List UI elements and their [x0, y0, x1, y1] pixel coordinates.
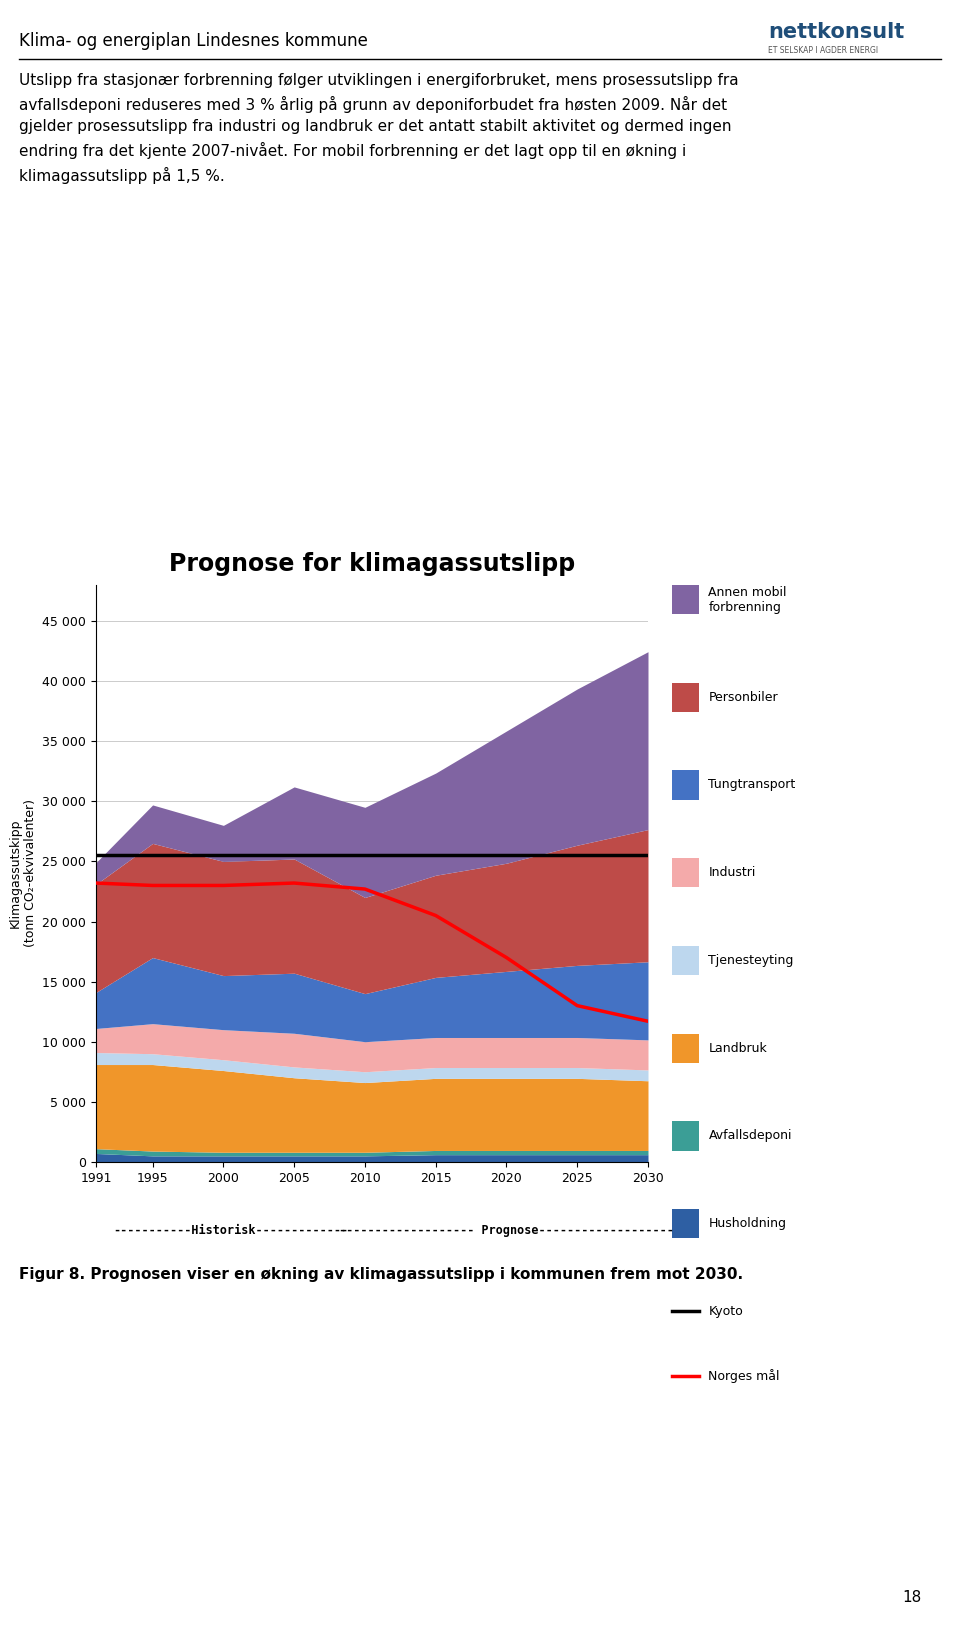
- Text: Norges mål: Norges mål: [708, 1370, 780, 1383]
- Text: 18: 18: [902, 1591, 922, 1606]
- Text: nettkonsult: nettkonsult: [768, 23, 904, 42]
- Text: ------------------- Prognose-------------------: ------------------- Prognose------------…: [339, 1224, 674, 1237]
- Text: Landbruk: Landbruk: [708, 1042, 767, 1055]
- Text: Tungtransport: Tungtransport: [708, 778, 796, 791]
- Text: -----------Historisk-------------: -----------Historisk-------------: [113, 1224, 348, 1237]
- Text: Husholdning: Husholdning: [708, 1217, 786, 1230]
- Y-axis label: Klimagassutskipp
(tonn CO₂-ekvivalenter): Klimagassutskipp (tonn CO₂-ekvivalenter): [9, 800, 36, 947]
- Text: Tjenesteyting: Tjenesteyting: [708, 954, 794, 967]
- Text: Personbiler: Personbiler: [708, 691, 779, 704]
- Text: Avfallsdeponi: Avfallsdeponi: [708, 1129, 792, 1142]
- Text: Kyoto: Kyoto: [708, 1305, 743, 1318]
- Text: ET SELSKAP I AGDER ENERGI: ET SELSKAP I AGDER ENERGI: [768, 46, 878, 55]
- Text: Annen mobil
forbrenning: Annen mobil forbrenning: [708, 585, 787, 614]
- Text: Figur 8. Prognosen viser en økning av klimagassutslipp i kommunen frem mot 2030.: Figur 8. Prognosen viser en økning av kl…: [19, 1268, 743, 1282]
- Text: Klima- og energiplan Lindesnes kommune: Klima- og energiplan Lindesnes kommune: [19, 31, 368, 50]
- Text: Utslipp fra stasjonær forbrenning følger utviklingen i energiforbruket, mens pro: Utslipp fra stasjonær forbrenning følger…: [19, 73, 739, 184]
- Text: Industri: Industri: [708, 866, 756, 879]
- Title: Prognose for klimagassutslipp: Prognose for klimagassutslipp: [169, 552, 575, 577]
